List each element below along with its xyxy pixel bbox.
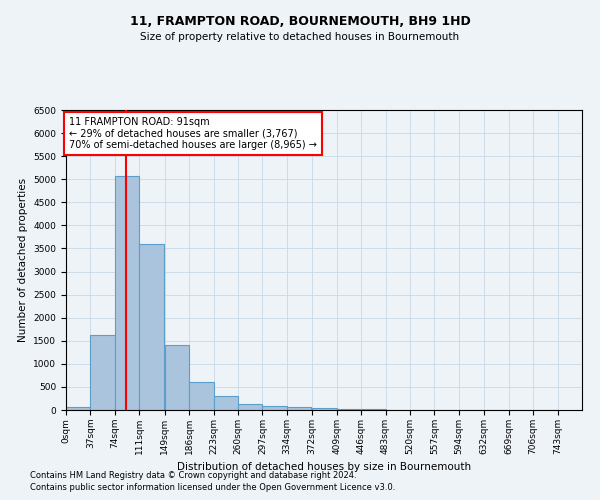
Text: 11 FRAMPTON ROAD: 91sqm
← 29% of detached houses are smaller (3,767)
70% of semi: 11 FRAMPTON ROAD: 91sqm ← 29% of detache…	[70, 117, 317, 150]
Bar	[115, 176, 139, 410]
Bar	[312, 408, 337, 410]
Bar	[91, 335, 115, 410]
Bar	[189, 382, 214, 410]
Bar	[164, 346, 189, 410]
Text: 11, FRAMPTON ROAD, BOURNEMOUTH, BH9 1HD: 11, FRAMPTON ROAD, BOURNEMOUTH, BH9 1HD	[130, 15, 470, 28]
Y-axis label: Number of detached properties: Number of detached properties	[18, 178, 28, 342]
Bar	[287, 408, 311, 410]
Bar	[66, 407, 91, 410]
X-axis label: Distribution of detached houses by size in Bournemouth: Distribution of detached houses by size …	[177, 462, 471, 472]
Bar	[238, 404, 262, 410]
Text: Contains public sector information licensed under the Open Government Licence v3: Contains public sector information licen…	[30, 484, 395, 492]
Text: Size of property relative to detached houses in Bournemouth: Size of property relative to detached ho…	[140, 32, 460, 42]
Text: Contains HM Land Registry data © Crown copyright and database right 2024.: Contains HM Land Registry data © Crown c…	[30, 471, 356, 480]
Bar	[139, 244, 164, 410]
Bar	[337, 408, 361, 410]
Bar	[262, 406, 287, 410]
Bar	[361, 409, 386, 410]
Bar	[214, 396, 238, 410]
